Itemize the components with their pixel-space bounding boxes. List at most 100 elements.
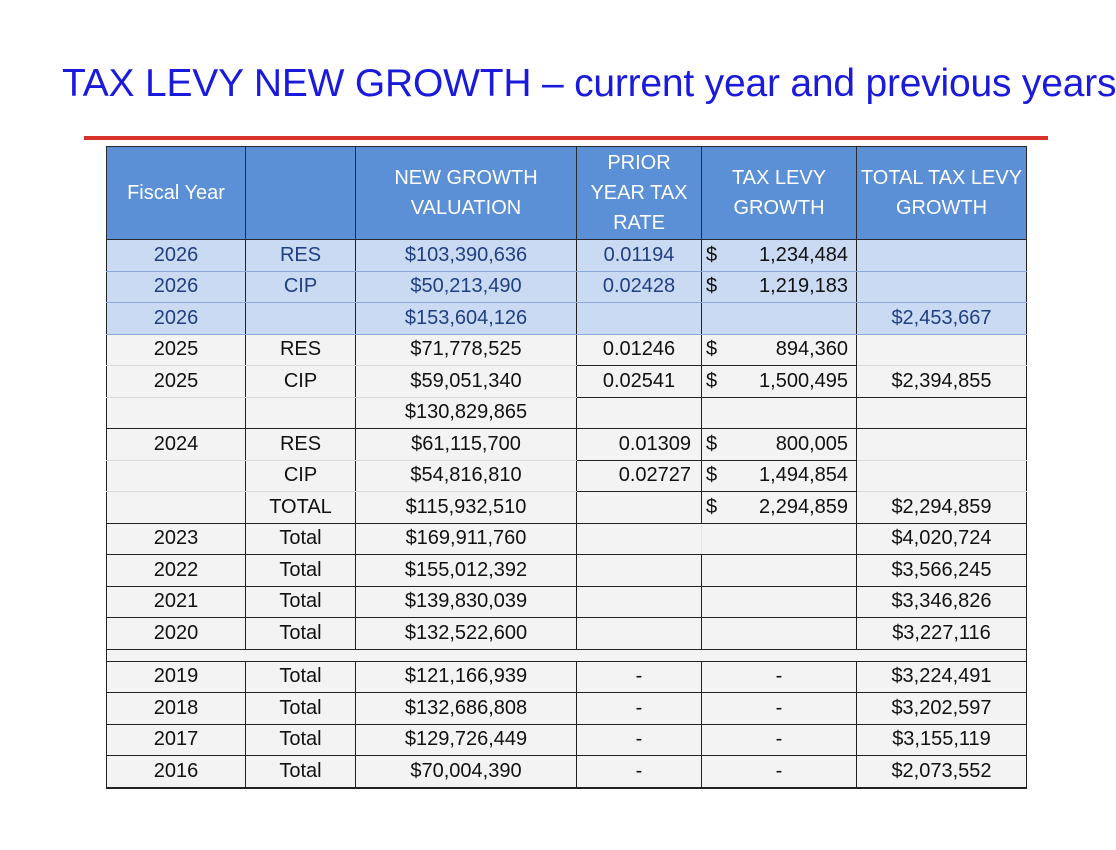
- header-prior-year-tax-rate: PRIOR YEAR TAX RATE: [576, 146, 702, 240]
- cell-type: CIP: [245, 459, 356, 492]
- cell-levy: $894,360: [701, 333, 857, 366]
- table-row: 2021 Total $139,830,039 $3,346,826: [106, 585, 1027, 618]
- cell-rate: [576, 396, 702, 429]
- cell-valuation: $129,726,449: [355, 723, 577, 756]
- cell-valuation: $132,686,808: [355, 692, 577, 725]
- header-total-tax-levy-growth: TOTAL TAX LEVY GROWTH: [856, 146, 1027, 240]
- cell-total: $2,394,855: [856, 365, 1027, 398]
- cell-year: 2026: [106, 239, 246, 272]
- cell-rate: 0.01194: [576, 239, 702, 272]
- cell-type: Total: [245, 755, 356, 789]
- cell-type: RES: [245, 428, 356, 461]
- cell-levy: $1,500,495: [701, 365, 857, 398]
- cell-rate: -: [576, 692, 702, 725]
- cell-rate: 0.02428: [576, 270, 702, 303]
- cell-levy: [701, 522, 857, 555]
- cell-levy: -: [701, 723, 857, 756]
- cell-year: [106, 396, 246, 429]
- cell-type: Total: [245, 660, 356, 693]
- cell-type: RES: [245, 333, 356, 366]
- cell-levy: $1,219,183: [701, 270, 857, 303]
- cell-total: [856, 428, 1027, 461]
- cell-levy: $1,494,854: [701, 459, 857, 492]
- cell-total: $3,346,826: [856, 585, 1027, 618]
- cell-valuation: $71,778,525: [355, 333, 577, 366]
- table-row: 2023 Total $169,911,760 $4,020,724: [106, 522, 1027, 555]
- cell-valuation: $103,390,636: [355, 239, 577, 272]
- cell-total: $3,155,119: [856, 723, 1027, 756]
- table-row: 2020 Total $132,522,600 $3,227,116: [106, 617, 1027, 650]
- header-new-growth-valuation: NEW GROWTH VALUATION: [355, 146, 577, 240]
- cell-rate: [576, 491, 702, 524]
- table-header: Fiscal Year NEW GROWTH VALUATION PRIOR YEA…: [106, 146, 1027, 240]
- cell-total: $2,453,667: [856, 302, 1027, 335]
- cell-total: $2,073,552: [856, 755, 1027, 789]
- cell-year: 2021: [106, 585, 246, 618]
- cell-valuation: $169,911,760: [355, 522, 577, 555]
- cell-rate: [576, 617, 702, 650]
- header-type: [245, 146, 356, 240]
- cell-type: Total: [245, 585, 356, 618]
- cell-rate: [576, 554, 702, 587]
- cell-valuation: $130,829,865: [355, 396, 577, 429]
- table-row: TOTAL $115,932,510 $2,294,859 $2,294,859: [106, 491, 1027, 524]
- tax-levy-table: Fiscal Year NEW GROWTH VALUATION PRIOR YEA…: [106, 146, 1027, 789]
- table-row: 2026 RES $103,390,636 0.01194 $1,234,484: [106, 239, 1027, 272]
- table-row: 2018 Total $132,686,808 - - $3,202,597: [106, 692, 1027, 725]
- cell-type: Total: [245, 617, 356, 650]
- cell-year: 2019: [106, 660, 246, 693]
- cell-total: $4,020,724: [856, 522, 1027, 555]
- cell-levy: [701, 585, 857, 618]
- cell-type: RES: [245, 239, 356, 272]
- table-row: 2016 Total $70,004,390 - - $2,073,552: [106, 755, 1027, 789]
- cell-rate: -: [576, 660, 702, 693]
- cell-year: 2018: [106, 692, 246, 725]
- cell-levy: [701, 554, 857, 587]
- cell-type: Total: [245, 522, 356, 555]
- cell-valuation: $54,816,810: [355, 459, 577, 492]
- cell-year: 2026: [106, 270, 246, 303]
- cell-levy: [701, 396, 857, 429]
- cell-valuation: $132,522,600: [355, 617, 577, 650]
- cell-total: $3,202,597: [856, 692, 1027, 725]
- cell-valuation: $153,604,126: [355, 302, 577, 335]
- cell-levy: $1,234,484: [701, 239, 857, 272]
- cell-rate: 0.01246: [576, 333, 702, 366]
- title-divider: [84, 136, 1048, 140]
- cell-rate: [576, 522, 702, 555]
- cell-valuation: $70,004,390: [355, 755, 577, 789]
- cell-valuation: $155,012,392: [355, 554, 577, 587]
- table-row: 2019 Total $121,166,939 - - $3,224,491: [106, 660, 1027, 693]
- cell-total: [856, 459, 1027, 492]
- cell-year: [106, 491, 246, 524]
- cell-type: [245, 302, 356, 335]
- table-row: 2026 CIP $50,213,490 0.02428 $1,219,183: [106, 270, 1027, 303]
- cell-valuation: $115,932,510: [355, 491, 577, 524]
- cell-total: $3,566,245: [856, 554, 1027, 587]
- cell-valuation: $59,051,340: [355, 365, 577, 398]
- cell-levy: -: [701, 692, 857, 725]
- cell-valuation: $61,115,700: [355, 428, 577, 461]
- cell-total: $3,227,116: [856, 617, 1027, 650]
- cell-year: 2025: [106, 365, 246, 398]
- cell-valuation: $50,213,490: [355, 270, 577, 303]
- header-tax-levy-growth: TAX LEVY GROWTH: [701, 146, 857, 240]
- table-row: 2024 RES $61,115,700 0.01309 $800,005: [106, 428, 1027, 461]
- cell-year: 2020: [106, 617, 246, 650]
- cell-levy: $800,005: [701, 428, 857, 461]
- cell-type: Total: [245, 692, 356, 725]
- cell-total: $3,224,491: [856, 660, 1027, 693]
- cell-type: [245, 396, 356, 429]
- cell-total: [856, 270, 1027, 303]
- cell-year: 2016: [106, 755, 246, 789]
- table-row: 2025 RES $71,778,525 0.01246 $894,360: [106, 333, 1027, 366]
- cell-rate: 0.02541: [576, 365, 702, 398]
- cell-levy: [701, 617, 857, 650]
- cell-total: [856, 239, 1027, 272]
- cell-year: 2024: [106, 428, 246, 461]
- cell-type: CIP: [245, 365, 356, 398]
- table-row: 2025 CIP $59,051,340 0.02541 $1,500,495 …: [106, 365, 1027, 398]
- cell-year: 2026: [106, 302, 246, 335]
- cell-total: $2,294,859: [856, 491, 1027, 524]
- table-row: 2017 Total $129,726,449 - - $3,155,119: [106, 723, 1027, 756]
